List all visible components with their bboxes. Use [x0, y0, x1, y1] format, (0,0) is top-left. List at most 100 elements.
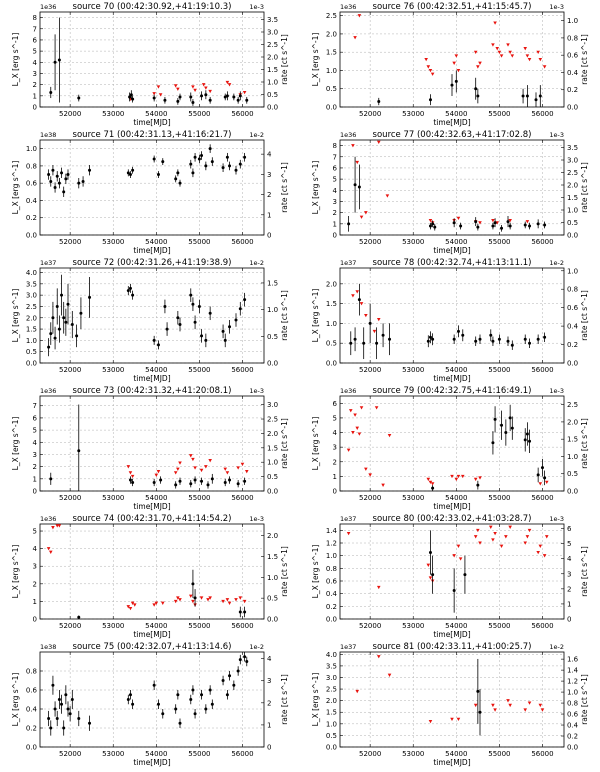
detection-point — [176, 693, 180, 697]
detection-point — [191, 171, 195, 175]
detection-point — [152, 683, 156, 687]
detection-point — [131, 480, 135, 484]
detection-point — [431, 337, 435, 341]
rate-tick-label: 1.0 — [567, 207, 578, 215]
plot-area — [47, 274, 247, 357]
detection-point — [189, 482, 193, 486]
x-tick-label: 52000 — [59, 750, 81, 758]
upper-limit-marker — [456, 717, 461, 721]
plot-frame — [39, 523, 265, 620]
plot-area — [353, 14, 547, 107]
x-tick-label: 53000 — [102, 110, 124, 118]
detection-point — [454, 79, 458, 83]
x-tick-label: 53000 — [402, 366, 424, 374]
x-tick-label: 52000 — [59, 622, 81, 630]
detection-point — [204, 338, 208, 342]
detection-point — [68, 712, 72, 716]
detection-point — [57, 327, 61, 331]
detection-point — [452, 337, 456, 341]
panel-title: source 73 (00:42:31.32,+41:20:08.1) — [73, 386, 232, 396]
upper-limit-marker — [208, 596, 212, 600]
detection-point — [53, 707, 57, 711]
x-tick-label: 52000 — [359, 750, 381, 758]
y-tick-label: 4 — [33, 439, 38, 447]
rate-axis-label: rate [ct s^-1] — [580, 34, 589, 85]
upper-limit-marker — [508, 50, 512, 54]
detection-point — [528, 224, 532, 228]
detection-point — [431, 573, 435, 577]
panel-source-73: source 73 (00:42:31.32,+41:20:08.1) 52000… — [11, 386, 289, 511]
y-tick-label: 1.0 — [326, 552, 337, 560]
y-tick-label: 2.5 — [326, 686, 337, 694]
y-tick-label: 0.8 — [326, 565, 337, 573]
rate-tick-label: 2 — [267, 191, 271, 199]
x-tick-label: 56000 — [531, 238, 553, 246]
x-tick-label: 53000 — [402, 622, 424, 630]
x-axis-label: time[MJD] — [133, 502, 170, 511]
detection-point — [193, 596, 197, 600]
detection-point — [204, 164, 208, 168]
rate-tick-label: 1.5 — [267, 66, 278, 74]
detection-point — [200, 479, 204, 483]
detection-point — [57, 698, 61, 701]
y-tick-label: 0.6 — [326, 578, 338, 586]
y-tick-label: 4 — [33, 545, 38, 553]
y-axis-label: L_X [erg s^-1] — [311, 673, 320, 727]
detection-point — [243, 479, 247, 483]
y-axis-label: L_X [erg s^-1] — [311, 289, 320, 343]
detection-point — [159, 478, 163, 482]
x-tick-label: 55000 — [188, 110, 210, 118]
detection-point — [131, 168, 135, 172]
upper-limit-marker — [173, 599, 178, 604]
detection-point — [60, 293, 64, 297]
rate-tick-label: 0.5 — [267, 91, 278, 99]
x-tick-label: 54000 — [145, 750, 167, 758]
detection-point — [243, 155, 247, 159]
y-tick-label: 1 — [33, 475, 37, 483]
upper-limit-marker — [525, 54, 530, 58]
y-tick-label: 1 — [33, 92, 37, 100]
rate-tick-label: 5 — [567, 540, 571, 548]
upper-limit-marker — [488, 525, 493, 529]
rate-axis-label: rate [ct s^-1] — [280, 546, 289, 597]
rate-axis-label: rate [ct s^-1] — [580, 418, 589, 469]
upper-limit-marker — [385, 194, 390, 198]
detection-point — [55, 717, 59, 720]
detection-point — [428, 98, 432, 102]
upper-limit-marker — [430, 72, 435, 76]
plot-area — [46, 524, 247, 619]
detection-point — [528, 439, 532, 443]
detection-point — [353, 183, 357, 187]
upper-limit-marker — [527, 701, 532, 705]
detection-point — [243, 655, 247, 659]
x-tick-label: 53000 — [102, 622, 124, 630]
detection-point — [77, 96, 81, 100]
detection-point — [131, 293, 135, 297]
detection-point — [347, 222, 351, 226]
detection-point — [543, 335, 547, 339]
detection-point — [428, 551, 432, 554]
upper-limit-marker — [478, 476, 482, 480]
lum-scale-label: 1e36 — [340, 131, 356, 139]
x-tick-label: 53000 — [402, 110, 424, 118]
upper-limit-marker — [176, 87, 180, 91]
y-tick-label: 0 — [333, 232, 337, 240]
detection-point — [228, 674, 232, 678]
panel-title: source 77 (00:42:32.63,+41:17:02.8) — [373, 130, 532, 140]
detection-point — [362, 341, 366, 345]
detection-point — [245, 98, 249, 102]
detection-point — [228, 325, 232, 329]
panel-title: source 81 (00:42:33.11,+41:00:25.7) — [373, 642, 532, 652]
detection-point — [381, 333, 385, 337]
detection-point — [491, 224, 495, 228]
upper-limit-marker — [234, 598, 238, 602]
rate-scale-label: 1e-3 — [549, 515, 564, 523]
detection-point — [49, 90, 53, 94]
upper-limit-marker — [368, 473, 372, 477]
y-tick-label: 3 — [333, 198, 337, 206]
y-tick-label: 0.4 — [26, 197, 38, 205]
detection-point — [176, 99, 180, 103]
x-tick-label: 52000 — [359, 494, 381, 502]
detection-point — [128, 478, 132, 482]
detection-point — [163, 98, 167, 102]
